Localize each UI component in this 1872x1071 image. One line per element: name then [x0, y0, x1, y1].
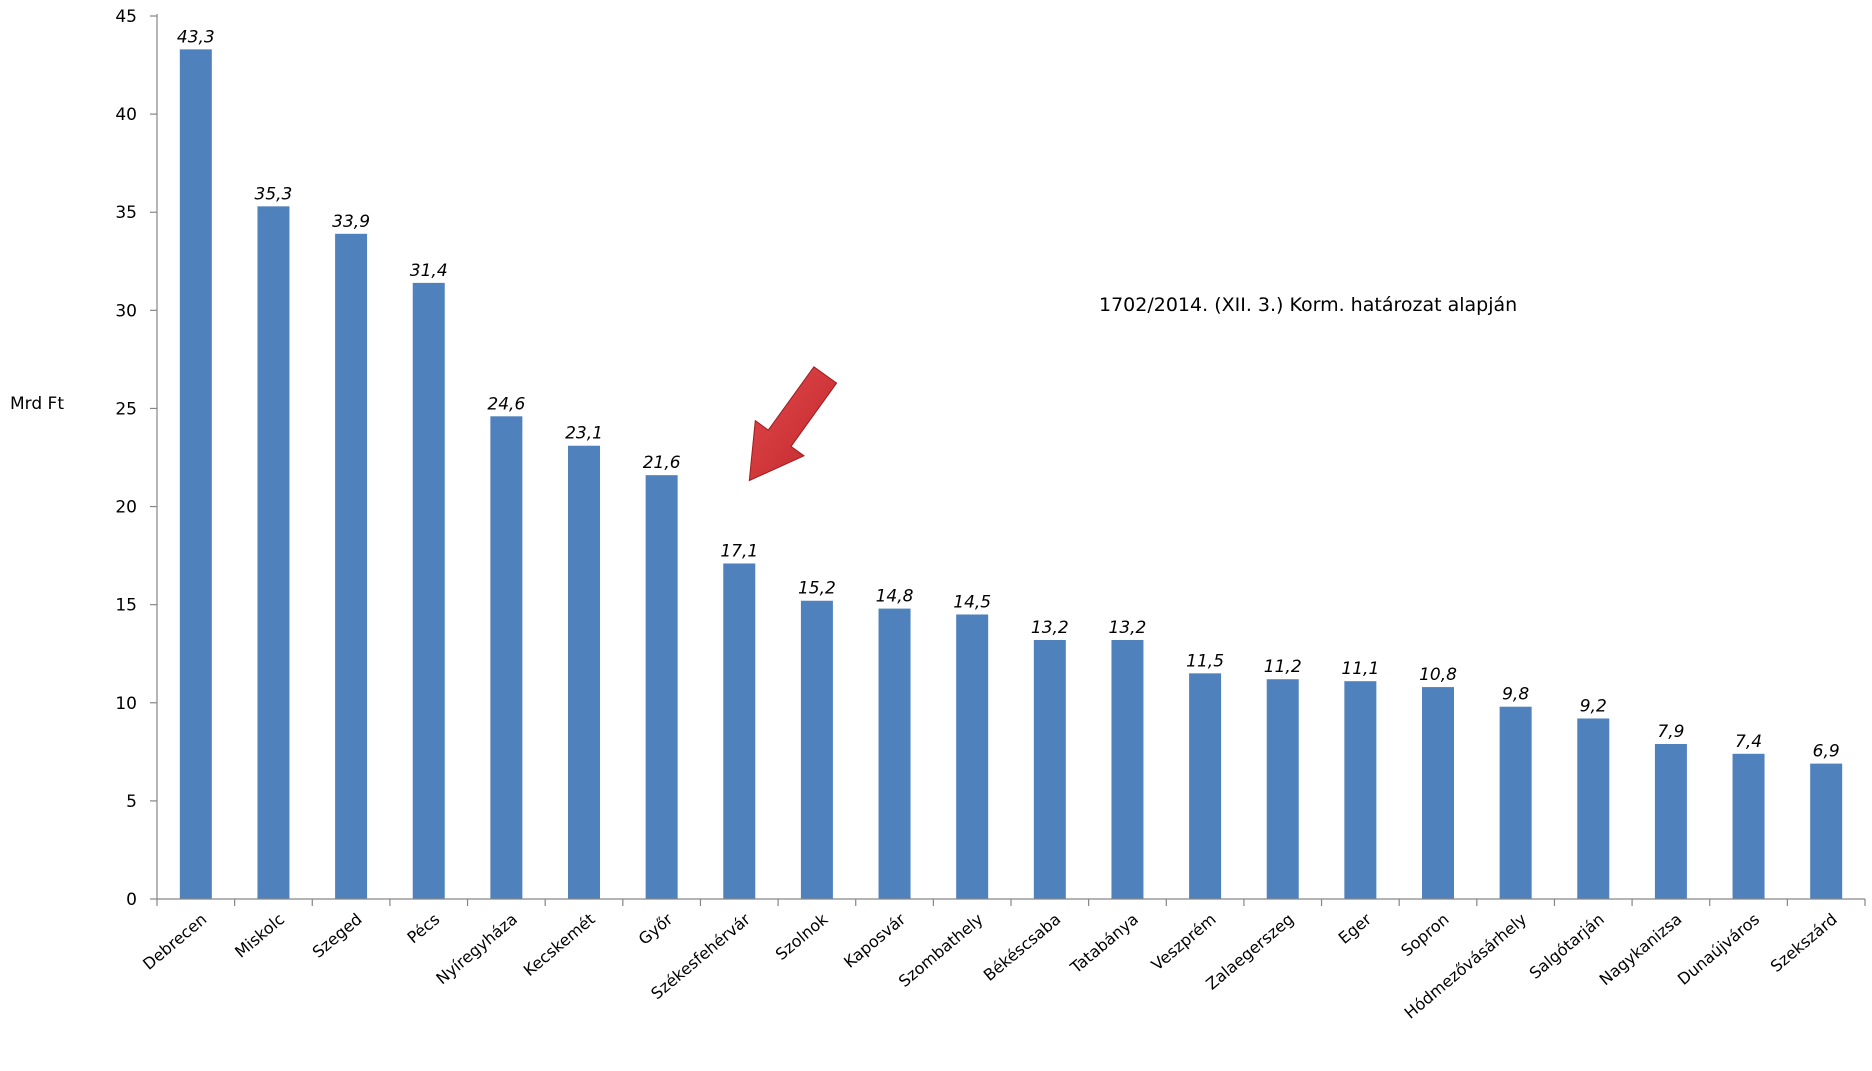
bar [1499, 706, 1532, 899]
x-tick-label: Szombathely [895, 910, 987, 991]
data-label: 11,5 [1186, 651, 1224, 671]
data-label: 24,6 [487, 394, 525, 414]
y-tick-label: 25 [115, 399, 137, 419]
data-label: 23,1 [565, 424, 603, 444]
x-tick-label: Szolnok [772, 909, 832, 964]
data-label: 9,8 [1502, 685, 1529, 705]
x-tick-label: Nagykanizsa [1596, 910, 1686, 990]
data-label: 10,8 [1419, 665, 1457, 685]
bar [956, 614, 989, 899]
highlight-arrow-icon [748, 366, 838, 482]
bar [645, 475, 678, 899]
arrow-layer [748, 366, 838, 482]
data-label: 21,6 [643, 453, 681, 473]
y-tick-label: 30 [115, 301, 137, 321]
y-tick-label: 10 [115, 694, 137, 714]
bars-layer [179, 49, 1843, 900]
data-label: 17,1 [720, 541, 758, 561]
bar [412, 282, 445, 900]
bar [878, 608, 911, 899]
x-tick-label: Salgótarján [1526, 910, 1608, 983]
y-tick-label: 45 [115, 7, 137, 27]
x-tick-label: Miskolc [231, 910, 288, 962]
data-label: 6,9 [1813, 742, 1840, 762]
bar [1266, 679, 1299, 899]
bar [568, 445, 600, 899]
data-label: 13,2 [1031, 618, 1069, 638]
bar [1189, 673, 1222, 899]
x-tick-label: Kecskemét [520, 910, 599, 980]
data-label: 13,2 [1109, 618, 1147, 638]
data-label: 7,4 [1735, 732, 1762, 752]
bar [335, 233, 368, 900]
data-label: 7,9 [1657, 722, 1684, 742]
y-tick-label: 20 [115, 498, 137, 518]
x-tick-label: Kaposvár [840, 909, 909, 971]
x-tick-label: Tatabánya [1066, 910, 1142, 978]
bar [1344, 681, 1377, 899]
x-tick-label: Szeged [309, 910, 366, 962]
bar [490, 416, 523, 899]
data-label: 11,2 [1264, 657, 1302, 677]
x-tick-label: Sopron [1397, 910, 1452, 961]
data-label: 14,8 [876, 587, 914, 607]
data-label: 33,9 [332, 212, 370, 232]
data-label: 14,5 [953, 592, 991, 612]
data-label: 15,2 [798, 579, 836, 599]
y-tick-label: 35 [115, 203, 137, 223]
x-tick-label: Veszprém [1148, 910, 1220, 975]
bar [179, 49, 212, 899]
bar [723, 563, 756, 899]
chart-annotation: 1702/2014. (XII. 3.) Korm. határozat ala… [1099, 294, 1518, 316]
x-tick-label: Győr [635, 909, 677, 948]
bar [1111, 639, 1144, 899]
y-axis-label: Mrd Ft [10, 394, 64, 414]
x-tick-label: Debrecen [139, 910, 210, 974]
y-tick-label: 5 [126, 792, 137, 812]
bar [800, 600, 833, 899]
bar [1577, 718, 1610, 899]
x-tick-label: Dunaújváros [1674, 910, 1763, 989]
bar [1810, 763, 1843, 899]
axes-layer [150, 14, 1866, 906]
x-tick-label: Szekszárd [1767, 910, 1841, 976]
bar [1654, 743, 1687, 899]
data-label: 9,2 [1580, 696, 1607, 716]
bar [1732, 753, 1765, 899]
data-label: 31,4 [410, 261, 448, 281]
x-tick-label: Pécs [403, 910, 443, 948]
data-label: 11,1 [1341, 659, 1379, 679]
data-label: 43,3 [177, 27, 215, 47]
x-tick-label: Békéscsaba [980, 910, 1065, 985]
y-tick-label: 15 [115, 596, 137, 616]
bar [1033, 639, 1066, 899]
bar [1422, 687, 1454, 899]
bar [257, 206, 290, 899]
y-tick-label: 0 [126, 890, 137, 910]
y-tick-label: 40 [115, 105, 137, 125]
data-label: 35,3 [255, 184, 293, 204]
x-tick-label: Eger [1335, 909, 1376, 947]
x-tick-label: Nyíregyháza [432, 910, 521, 989]
